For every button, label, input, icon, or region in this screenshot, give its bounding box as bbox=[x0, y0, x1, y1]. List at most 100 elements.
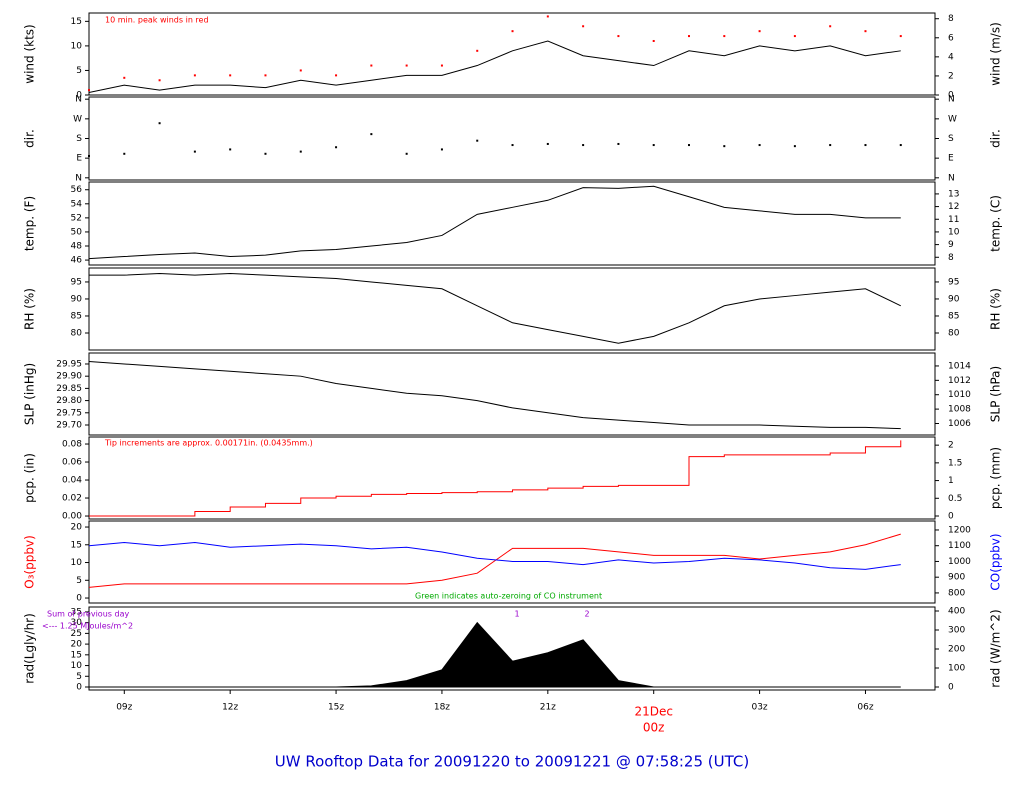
data-point bbox=[723, 35, 726, 38]
panel-frame bbox=[88, 181, 936, 266]
y-tick-label: 85 bbox=[71, 311, 82, 321]
y2-axis-label: temp. (C) bbox=[989, 195, 1003, 252]
y-axis-label: wind (kts) bbox=[23, 24, 37, 83]
y-tick-label: 95 bbox=[71, 277, 82, 287]
y2-tick-label: 0.5 bbox=[948, 494, 962, 504]
y2-tick-label: 2 bbox=[948, 441, 954, 451]
data-point bbox=[864, 30, 867, 33]
y-tick-label: 29.80 bbox=[56, 396, 82, 406]
data-point bbox=[158, 79, 161, 82]
data-point bbox=[582, 144, 585, 147]
data-point bbox=[193, 150, 196, 153]
y2-tick-label: 0 bbox=[948, 91, 954, 101]
y-tick-label: 80 bbox=[71, 328, 83, 338]
data-point bbox=[264, 74, 267, 77]
data-point bbox=[758, 144, 761, 147]
page-title: UW Rooftop Data for 20091220 to 20091221… bbox=[275, 753, 749, 771]
data-point bbox=[88, 154, 90, 157]
y-tick-label: 29.95 bbox=[56, 359, 82, 369]
y2-tick-label: 1000 bbox=[948, 557, 971, 567]
y2-tick-label: 2 bbox=[948, 71, 954, 81]
y-tick-label: 54 bbox=[71, 199, 83, 209]
y2-axis-label: CO(ppbv) bbox=[989, 533, 1003, 590]
y-axis-label: pcp. (in) bbox=[23, 453, 37, 503]
data-point bbox=[405, 152, 408, 155]
y-tick-label: N bbox=[75, 173, 82, 183]
y-tick-label: 52 bbox=[71, 213, 82, 223]
y-tick-label: 15 bbox=[71, 540, 82, 550]
y2-tick-label: 9 bbox=[948, 240, 954, 250]
data-point bbox=[264, 152, 267, 155]
data-point bbox=[123, 76, 126, 79]
y2-tick-label: 1014 bbox=[948, 361, 971, 371]
y-tick-label: 48 bbox=[71, 242, 83, 252]
y-axis-label: temp. (F) bbox=[23, 196, 37, 251]
y2-tick-label: 8 bbox=[948, 253, 954, 263]
y-tick-label: 5 bbox=[76, 66, 82, 76]
y2-tick-label: 1200 bbox=[948, 525, 971, 535]
y2-tick-label: 8 bbox=[948, 14, 954, 24]
x-tick-label: 00z bbox=[643, 721, 665, 735]
data-point bbox=[440, 64, 443, 67]
y2-tick-label: 1.5 bbox=[948, 458, 962, 468]
x-tick-label: 12z bbox=[222, 703, 238, 713]
y-tick-label: 5 bbox=[76, 576, 82, 586]
y2-tick-label: N bbox=[948, 95, 955, 105]
data-point bbox=[229, 74, 232, 77]
y-tick-label: 0.04 bbox=[62, 476, 82, 486]
y2-tick-label: 80 bbox=[948, 328, 960, 338]
y2-tick-label: 1010 bbox=[948, 390, 971, 400]
annotation: 1 bbox=[514, 610, 519, 619]
y2-axis-label: RH (%) bbox=[989, 288, 1003, 330]
y2-tick-label: 6 bbox=[948, 33, 954, 43]
x-tick-label: 18z bbox=[434, 703, 450, 713]
data-line bbox=[88, 542, 901, 570]
data-point bbox=[158, 122, 161, 125]
data-point bbox=[405, 64, 408, 67]
y2-tick-label: 1 bbox=[948, 476, 954, 486]
data-point bbox=[335, 146, 338, 149]
y-tick-label: 29.75 bbox=[56, 408, 82, 418]
x-date-label: 21Dec bbox=[634, 705, 673, 719]
y-tick-label: 0 bbox=[76, 682, 82, 692]
y2-tick-label: 13 bbox=[948, 189, 959, 199]
x-tick-label: 15z bbox=[328, 703, 344, 713]
panel-frame bbox=[88, 267, 936, 351]
data-line bbox=[88, 533, 901, 588]
y2-axis-label: dir. bbox=[989, 129, 1003, 148]
y-tick-label: 20 bbox=[71, 640, 83, 650]
annotation: 10 min. peak winds in red bbox=[105, 16, 209, 25]
data-line bbox=[88, 361, 901, 430]
data-point bbox=[723, 145, 726, 148]
data-point bbox=[511, 30, 514, 33]
y-tick-label: 0.06 bbox=[62, 458, 82, 468]
data-point bbox=[193, 74, 196, 77]
data-point bbox=[370, 64, 373, 67]
y-tick-label: S bbox=[76, 134, 82, 144]
y2-tick-label: 800 bbox=[948, 588, 965, 598]
y2-tick-label: 1012 bbox=[948, 376, 971, 386]
annotation: Green indicates auto-zeroing of CO instr… bbox=[415, 592, 602, 601]
panel-frame bbox=[88, 352, 936, 436]
x-tick-label: 03z bbox=[751, 703, 767, 713]
x-tick-label: 21z bbox=[540, 703, 556, 713]
y2-tick-label: 900 bbox=[948, 573, 965, 583]
panel-frame bbox=[88, 520, 936, 604]
y2-tick-label: S bbox=[948, 134, 954, 144]
annotation: Sum of previous day bbox=[47, 610, 129, 619]
x-tick-label: 06z bbox=[857, 703, 873, 713]
y-axis-label: O₃(ppbv) bbox=[23, 535, 37, 589]
y-tick-label: 50 bbox=[71, 227, 83, 237]
panel-frame bbox=[88, 96, 936, 181]
y2-tick-label: 4 bbox=[948, 52, 954, 62]
data-point bbox=[688, 35, 690, 38]
y2-tick-label: 12 bbox=[948, 202, 959, 212]
y-tick-label: 5 bbox=[76, 672, 82, 682]
y2-tick-label: 100 bbox=[948, 663, 965, 673]
data-point bbox=[899, 144, 902, 147]
y-axis-label: dir. bbox=[23, 129, 37, 148]
y-tick-label: 29.70 bbox=[56, 420, 82, 430]
y-tick-label: 15 bbox=[71, 17, 82, 27]
data-point bbox=[440, 148, 443, 151]
data-point bbox=[299, 150, 302, 153]
